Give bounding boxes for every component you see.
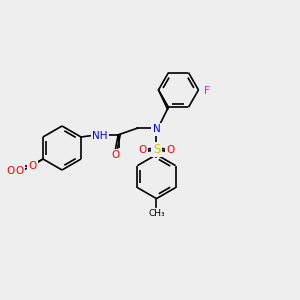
Text: F: F — [203, 86, 209, 96]
Text: O: O — [29, 161, 37, 171]
Text: O: O — [166, 145, 175, 155]
Text: NH: NH — [92, 131, 108, 141]
Text: O: O — [7, 166, 15, 176]
Text: S: S — [153, 143, 160, 156]
Text: CH₃: CH₃ — [148, 209, 165, 218]
Text: O: O — [16, 166, 24, 176]
Text: O: O — [138, 145, 147, 155]
Text: O: O — [111, 150, 119, 160]
Text: N: N — [153, 124, 160, 134]
